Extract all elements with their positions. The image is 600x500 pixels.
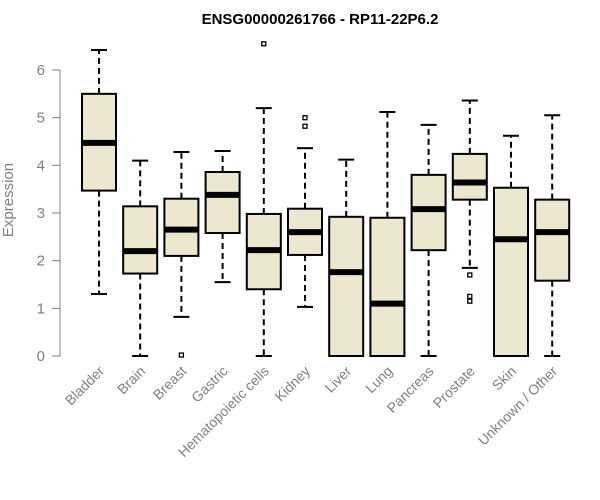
iqr-box — [204, 171, 241, 235]
iqr-box — [534, 198, 571, 282]
box-kidney — [287, 115, 323, 308]
iqr-box — [493, 186, 529, 357]
y-axis-label: Expression — [0, 163, 17, 237]
x-category-label: Skin — [489, 363, 520, 394]
box-skin — [493, 134, 529, 357]
box-gastric — [204, 150, 241, 284]
boxes — [81, 41, 571, 358]
y-tick-label: 2 — [37, 253, 45, 270]
y-tick-label: 1 — [37, 300, 45, 317]
outlier-point — [467, 293, 473, 300]
y-axis: 0 1 2 3 4 5 6 — [37, 62, 61, 365]
box-hematopoietic-cells — [245, 41, 282, 357]
box-brain — [122, 159, 159, 357]
box-pancreas — [410, 123, 447, 357]
iqr-box — [328, 215, 365, 357]
outlier-point — [178, 352, 185, 358]
outlier-point — [302, 115, 308, 121]
y-tick-label: 0 — [37, 348, 45, 365]
x-category-label: Liver — [322, 363, 355, 396]
x-category-label: Breast — [150, 363, 190, 403]
box-prostate — [451, 99, 488, 304]
outlier-point — [467, 272, 473, 278]
x-category-label: Prostate — [430, 363, 478, 411]
iqr-box — [122, 205, 159, 275]
y-tick-label: 3 — [37, 205, 45, 222]
x-category-label: Brain — [114, 363, 148, 397]
outlier-point — [467, 298, 473, 304]
y-tick-label: 4 — [37, 157, 45, 174]
box-unknown-other — [534, 114, 571, 357]
iqr-box — [369, 216, 406, 357]
x-category-label: Bladder — [62, 363, 108, 409]
x-category-label: Kidney — [272, 363, 314, 405]
outlier-point — [261, 41, 267, 47]
y-tick-label: 6 — [37, 62, 45, 79]
box-bladder — [81, 48, 117, 296]
iqr-box — [410, 173, 447, 252]
x-category-label: Lung — [362, 363, 395, 396]
chart-title: ENSG00000261766 - RP11-22P6.2 — [202, 11, 439, 28]
y-tick-label: 5 — [37, 110, 45, 127]
iqr-box — [451, 152, 488, 201]
box-lung — [369, 110, 406, 357]
box-liver — [328, 158, 365, 357]
outlier-point — [302, 123, 308, 129]
box-breast — [163, 150, 200, 358]
